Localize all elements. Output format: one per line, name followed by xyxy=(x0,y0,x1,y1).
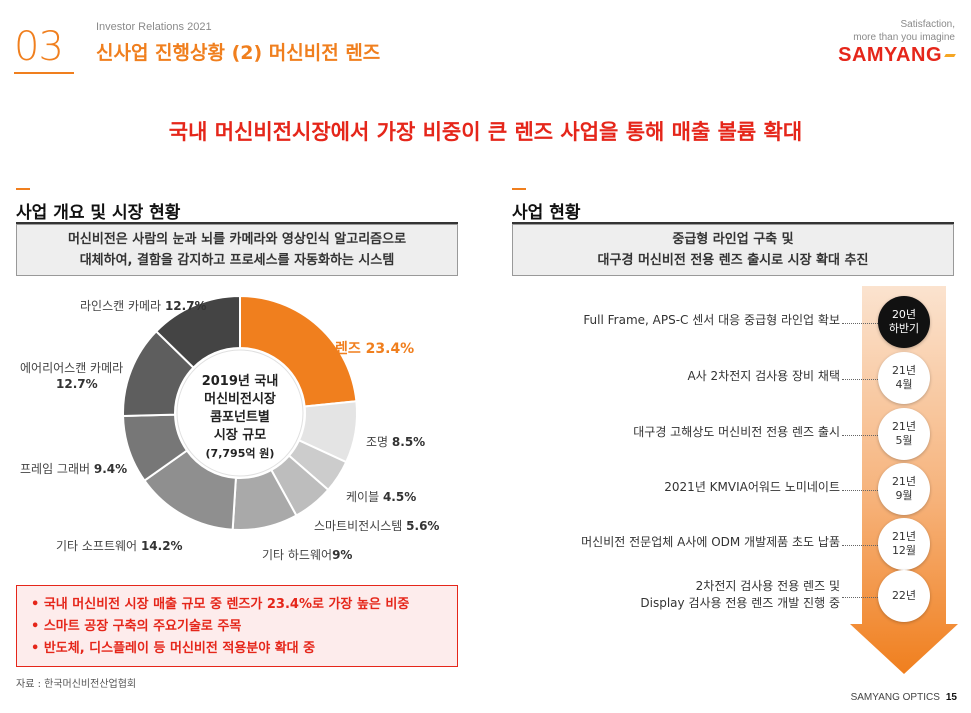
timeline-text-5: 2차전지 검사용 전용 렌즈 및 Display 검사용 전용 렌즈 개발 진행… xyxy=(640,579,840,610)
header-subtitle: Investor Relations 2021 xyxy=(96,21,212,33)
bullet-1: • 국내 머신비전 시장 매출 규모 중 렌즈가 23.4%로 가장 높은 비중 xyxy=(31,597,410,612)
timeline-leader-2 xyxy=(842,435,878,436)
center-line-3: 콤포넌트별 xyxy=(210,410,270,425)
label-otherhw: 기타 하드웨어9% xyxy=(262,548,353,562)
label-lighting: 조명 8.5% xyxy=(366,435,426,449)
timeline-text-0: Full Frame, APS-C 센서 대응 중급형 라인업 확보 xyxy=(583,313,840,327)
donut-slice-8 xyxy=(154,294,241,370)
header-divider xyxy=(14,72,74,74)
definition-line-2: 대체하여, 결함을 감지하고 프로세스를 자동화하는 시스템 xyxy=(79,253,395,268)
section-underline-left xyxy=(16,222,458,224)
label-othersw: 기타 소프트웨어 14.2% xyxy=(56,539,183,553)
headline: 국내 머신비전시장에서 가장 비중이 큰 렌즈 사업을 통해 매출 볼륨 확대 xyxy=(168,120,803,144)
timeline-date-1: 21년 4월 xyxy=(878,352,930,404)
label-framegrabber: 프레임 그래버 9.4% xyxy=(20,462,128,476)
section-underline-right xyxy=(512,222,954,224)
center-line-5: (7,795억 원) xyxy=(205,447,275,460)
footer: SAMYANG OPTICS 15 xyxy=(851,692,957,703)
section-title-overview: 사업 개요 및 시장 현황 xyxy=(16,203,181,223)
brand-logo-text: SAMYANG xyxy=(838,44,942,66)
highlight-box: • 국내 머신비전 시장 매출 규모 중 렌즈가 23.4%로 가장 높은 비중… xyxy=(16,585,458,667)
donut-hole xyxy=(176,349,304,477)
label-areascan: 에어리어스캔 카메라 12.7% xyxy=(20,361,124,391)
label-cable: 케이블 4.5% xyxy=(346,490,417,504)
timeline-date-3: 21년 9월 xyxy=(878,463,930,515)
label-smartvision: 스마트비전시스템 5.6% xyxy=(314,519,440,533)
summary-line-2: 대구경 머신비전 전용 렌즈 출시로 시장 확대 추진 xyxy=(597,253,869,268)
label-linescan: 라인스캔 카메라 12.7% xyxy=(80,299,207,313)
brand-logo-mark xyxy=(944,54,956,58)
section-dash-right xyxy=(512,188,526,190)
timeline-text-1: A사 2차전지 검사용 장비 채택 xyxy=(687,369,840,383)
footer-company: SAMYANG OPTICS xyxy=(850,692,940,703)
timeline-leader-5 xyxy=(842,597,878,598)
center-line-1: 2019년 국내 xyxy=(201,374,279,389)
timeline-leader-3 xyxy=(842,490,878,491)
timeline-text-4: 머신비전 전문업체 A사에 ODM 개발제품 초도 납품 xyxy=(581,535,840,549)
brand-tagline: Satisfaction, more than you imagine xyxy=(853,19,955,43)
timeline-text-3: 2021년 KMVIA어워드 노미네이트 xyxy=(664,480,840,494)
center-line-2: 머신비전시장 xyxy=(204,392,276,407)
definition-box: 머신비전은 사람의 눈과 뇌를 카메라와 영상인식 알고리즘으로 대체하여, 결… xyxy=(16,224,458,276)
page-title: 신사업 진행상황 (2) 머신비전 렌즈 xyxy=(96,42,381,64)
center-line-4: 시장 규모 xyxy=(213,428,267,443)
timeline-leader-0 xyxy=(842,323,878,324)
donut-center-text: 2019년 국내 머신비전시장 콤포넌트별 시장 규모 (7,795억 원) xyxy=(185,373,295,463)
summary-box: 중급형 라인업 구축 및 대구경 머신비전 전용 렌즈 출시로 시장 확대 추진 xyxy=(512,224,954,276)
timeline-leader-1 xyxy=(842,379,878,380)
donut-slice-0 xyxy=(239,294,358,408)
section-dash-left xyxy=(16,188,30,190)
timeline-text-2: 대구경 고해상도 머신비전 전용 렌즈 출시 xyxy=(633,425,840,439)
section-number: 03 xyxy=(14,24,64,70)
definition-line-1: 머신비전은 사람의 눈과 뇌를 카메라와 영상인식 알고리즘으로 xyxy=(67,232,407,247)
source-note: 자료 : 한국머신비전산업협회 xyxy=(16,679,137,690)
bullet-2: • 스마트 공장 구축의 주요기술로 주목 xyxy=(31,619,242,634)
timeline-date-5: 22년 xyxy=(878,570,930,622)
donut-chart xyxy=(122,294,358,531)
timeline-date-0: 20년 하반기 xyxy=(878,296,930,348)
section-title-status: 사업 현황 xyxy=(512,203,581,223)
timeline-date-4: 21년 12월 xyxy=(878,518,930,570)
page-number: 15 xyxy=(945,692,957,703)
bullet-3: • 반도체, 디스플레이 등 머신비전 적용분야 확대 중 xyxy=(31,641,316,656)
timeline-date-2: 21년 5월 xyxy=(878,408,930,460)
timeline-leader-4 xyxy=(842,545,878,546)
summary-line-1: 중급형 라인업 구축 및 xyxy=(672,232,794,247)
label-lens: 렌즈 23.4% xyxy=(335,341,415,357)
brand-logo: SAMYANG xyxy=(838,44,956,67)
